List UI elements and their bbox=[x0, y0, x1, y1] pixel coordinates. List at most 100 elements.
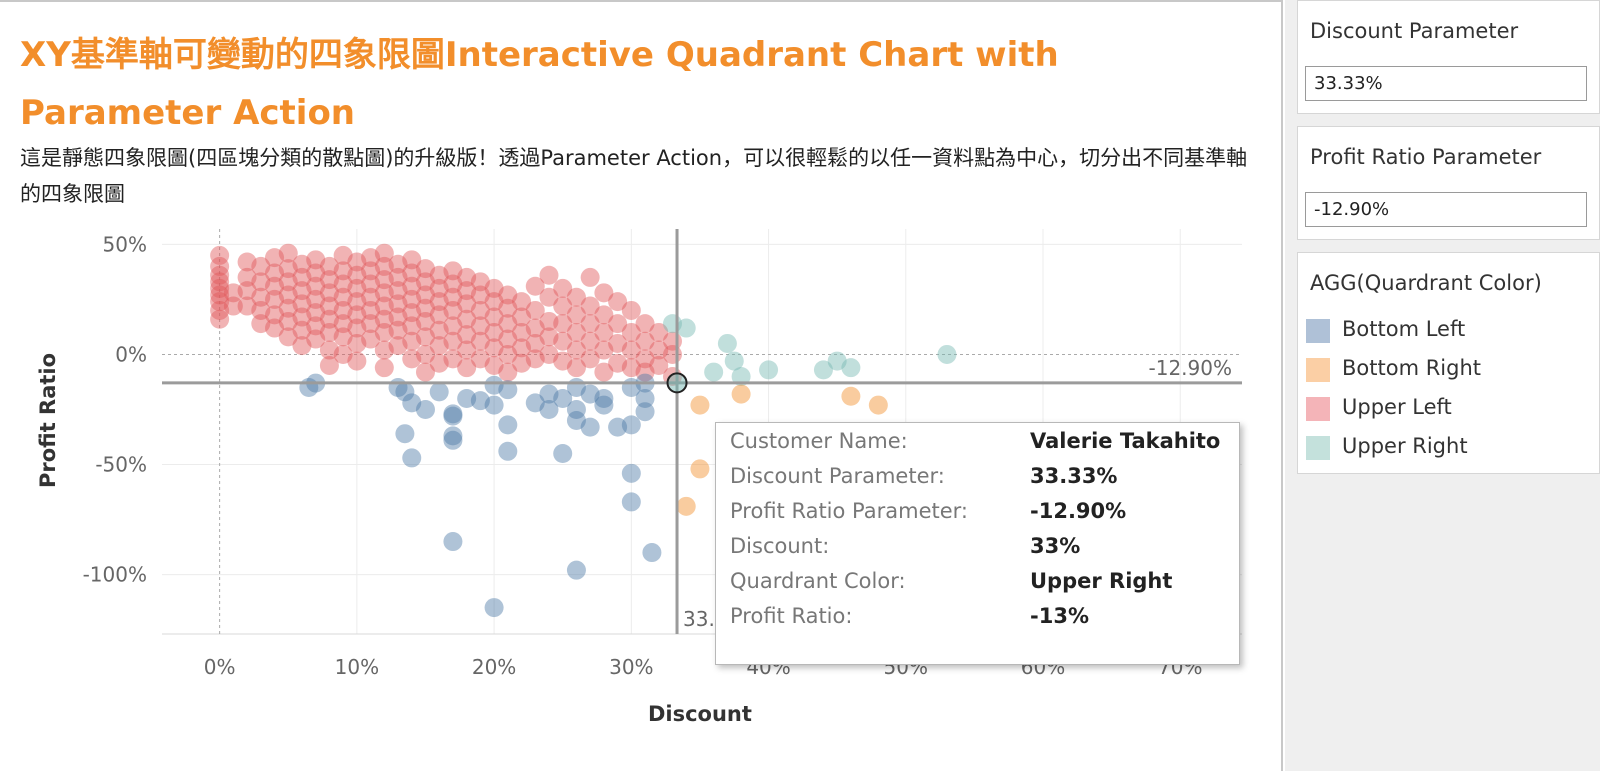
data-point[interactable] bbox=[539, 344, 559, 364]
data-point[interactable] bbox=[841, 358, 861, 378]
data-point[interactable] bbox=[621, 340, 641, 360]
data-point[interactable] bbox=[306, 329, 326, 349]
data-point[interactable] bbox=[265, 248, 285, 268]
data-point[interactable] bbox=[443, 426, 463, 446]
data-point[interactable] bbox=[361, 248, 381, 268]
data-point[interactable] bbox=[443, 300, 463, 320]
data-point[interactable] bbox=[292, 307, 312, 327]
data-point[interactable] bbox=[292, 281, 312, 301]
data-point[interactable] bbox=[827, 351, 847, 371]
data-point[interactable] bbox=[457, 358, 477, 378]
data-point[interactable] bbox=[690, 459, 710, 479]
data-point[interactable] bbox=[443, 349, 463, 369]
data-point[interactable] bbox=[525, 318, 545, 338]
data-point[interactable] bbox=[566, 287, 586, 307]
data-point[interactable] bbox=[443, 532, 463, 552]
data-point[interactable] bbox=[210, 278, 230, 298]
data-point[interactable] bbox=[374, 340, 394, 360]
data-point[interactable] bbox=[594, 283, 614, 303]
data-point[interactable] bbox=[415, 399, 435, 419]
data-point[interactable] bbox=[580, 417, 600, 437]
data-point[interactable] bbox=[470, 316, 490, 336]
data-point[interactable] bbox=[484, 322, 504, 342]
data-point[interactable] bbox=[388, 307, 408, 327]
data-point[interactable] bbox=[395, 424, 415, 444]
data-point[interactable] bbox=[415, 285, 435, 305]
data-point[interactable] bbox=[347, 252, 367, 272]
data-point[interactable] bbox=[292, 320, 312, 340]
data-point[interactable] bbox=[210, 309, 230, 329]
data-point[interactable] bbox=[265, 289, 285, 309]
data-point[interactable] bbox=[319, 355, 339, 375]
data-point[interactable] bbox=[333, 314, 353, 334]
data-point[interactable] bbox=[580, 314, 600, 334]
data-point[interactable] bbox=[306, 250, 326, 270]
data-point[interactable] bbox=[594, 362, 614, 382]
data-point[interactable] bbox=[457, 340, 477, 360]
data-point[interactable] bbox=[539, 311, 559, 331]
data-point[interactable] bbox=[237, 252, 257, 272]
data-point[interactable] bbox=[278, 243, 298, 263]
data-point[interactable] bbox=[621, 358, 641, 378]
data-point[interactable] bbox=[649, 340, 669, 360]
data-point[interactable] bbox=[251, 272, 271, 292]
data-point[interactable] bbox=[306, 316, 326, 336]
data-point[interactable] bbox=[237, 267, 257, 287]
data-point[interactable] bbox=[525, 276, 545, 296]
data-point[interactable] bbox=[498, 329, 518, 349]
data-point[interactable] bbox=[237, 281, 257, 301]
data-point[interactable] bbox=[621, 463, 641, 483]
data-point[interactable] bbox=[594, 395, 614, 415]
data-point[interactable] bbox=[484, 338, 504, 358]
data-point[interactable] bbox=[594, 322, 614, 342]
data-point[interactable] bbox=[415, 259, 435, 279]
data-point[interactable] bbox=[443, 331, 463, 351]
data-point[interactable] bbox=[415, 362, 435, 382]
data-point[interactable] bbox=[498, 298, 518, 318]
data-point[interactable] bbox=[539, 384, 559, 404]
data-point[interactable] bbox=[306, 303, 326, 323]
data-point[interactable] bbox=[484, 598, 504, 618]
data-point[interactable] bbox=[347, 278, 367, 298]
data-point[interactable] bbox=[594, 340, 614, 360]
data-point[interactable] bbox=[265, 276, 285, 296]
data-point[interactable] bbox=[333, 287, 353, 307]
data-point[interactable] bbox=[429, 336, 449, 356]
data-point[interactable] bbox=[457, 281, 477, 301]
data-point[interactable] bbox=[484, 307, 504, 327]
profit-ratio-parameter-input[interactable]: -12.90% bbox=[1305, 192, 1587, 227]
data-point[interactable] bbox=[498, 415, 518, 435]
data-point[interactable] bbox=[525, 349, 545, 369]
data-point[interactable] bbox=[374, 309, 394, 329]
data-point[interactable] bbox=[333, 344, 353, 364]
data-point[interactable] bbox=[608, 292, 628, 312]
data-point[interactable] bbox=[402, 263, 422, 283]
data-point[interactable] bbox=[251, 300, 271, 320]
data-point[interactable] bbox=[237, 296, 257, 316]
data-point[interactable] bbox=[292, 254, 312, 274]
data-point[interactable] bbox=[251, 314, 271, 334]
data-point[interactable] bbox=[319, 270, 339, 290]
data-point[interactable] bbox=[580, 296, 600, 316]
data-point[interactable] bbox=[210, 256, 230, 276]
data-point[interactable] bbox=[306, 276, 326, 296]
data-point[interactable] bbox=[306, 289, 326, 309]
data-point[interactable] bbox=[429, 305, 449, 325]
data-point[interactable] bbox=[415, 272, 435, 292]
data-point[interactable] bbox=[724, 351, 744, 371]
data-point[interactable] bbox=[402, 448, 422, 468]
data-point[interactable] bbox=[361, 314, 381, 334]
data-point[interactable] bbox=[210, 272, 230, 292]
data-point[interactable] bbox=[553, 278, 573, 298]
data-point[interactable] bbox=[429, 320, 449, 340]
data-point[interactable] bbox=[388, 267, 408, 287]
data-point[interactable] bbox=[484, 292, 504, 312]
data-point[interactable] bbox=[539, 265, 559, 285]
data-point[interactable] bbox=[717, 333, 737, 353]
data-point[interactable] bbox=[580, 349, 600, 369]
data-point[interactable] bbox=[580, 384, 600, 404]
data-point[interactable] bbox=[429, 353, 449, 373]
data-point[interactable] bbox=[498, 285, 518, 305]
data-point[interactable] bbox=[635, 402, 655, 422]
data-point[interactable] bbox=[402, 349, 422, 369]
